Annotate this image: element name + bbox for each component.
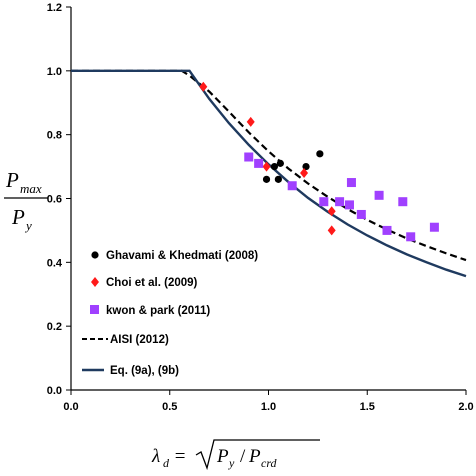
y-tick-label: 1.0 — [47, 66, 62, 78]
legend-label-eq: Eq. (9a), (9b) — [110, 365, 179, 377]
data-points — [199, 81, 439, 242]
kwon-point — [346, 178, 356, 188]
legend-label-aisi: AISI (2012) — [110, 334, 169, 346]
legend-item-eq: Eq. (9a), (9b) — [82, 365, 179, 377]
y-label-den-sub: y — [24, 218, 32, 233]
x-tick-label: 0.5 — [162, 401, 177, 413]
kwon-point — [398, 197, 408, 207]
x-tick-label: 1.5 — [360, 401, 375, 413]
kwon-point — [244, 152, 254, 162]
x-label-den-sub: crd — [261, 456, 278, 470]
y-tick-label: 0.8 — [47, 130, 62, 142]
legend-label-choi: Choi et al. (2009) — [106, 277, 198, 289]
legend: Ghavami & Khedmati (2008) Choi et al. (2… — [82, 250, 258, 377]
kwon-point — [287, 181, 297, 191]
ghavami-point — [274, 175, 282, 183]
x-label-num-sub: y — [228, 456, 235, 470]
x-label-lhs: λ — [151, 446, 160, 467]
choi-point — [300, 167, 309, 178]
y-axis-label: P max P y — [4, 168, 48, 233]
kwon-point — [429, 222, 439, 232]
legend-item-ghavami: Ghavami & Khedmati (2008) — [91, 250, 258, 262]
legend-label-kwon: kwon & park (2011) — [106, 305, 210, 317]
curves — [71, 69, 467, 278]
kwon-point — [254, 158, 264, 168]
eq-curve — [71, 69, 467, 278]
x-label-num: P — [216, 446, 229, 467]
x-label-sqrt-sign — [195, 439, 320, 471]
y-label-main: P — [5, 168, 19, 192]
x-label-equals: = — [170, 446, 190, 467]
kwon-point — [319, 197, 329, 207]
tick-labels: 0.0 0.5 1.0 1.5 2.0 0.0 0.2 0.4 0.6 0.8 1.0 1.2 — [47, 2, 474, 413]
x-label-den: P — [248, 446, 261, 467]
choi-point — [327, 225, 336, 236]
y-tick-label: 0.6 — [47, 194, 62, 206]
y-tick-label: 1.2 — [47, 2, 62, 14]
y-label-den: P — [11, 205, 25, 229]
y-tick-label: 0.2 — [47, 321, 62, 333]
legend-label-ghavami: Ghavami & Khedmati (2008) — [106, 250, 258, 262]
ghavami-point — [316, 150, 324, 158]
x-tick-label: 1.0 — [261, 401, 276, 413]
kwon-point — [344, 200, 354, 210]
kwon-point — [406, 232, 416, 242]
kwon-point — [335, 197, 345, 207]
ghavami-point — [270, 162, 279, 171]
choi-point — [246, 116, 255, 127]
ghavami-point — [262, 175, 271, 183]
legend-item-kwon: kwon & park (2011) — [90, 305, 210, 317]
x-tick-label: 0.0 — [63, 401, 78, 413]
legend-item-aisi: AISI (2012) — [82, 334, 169, 346]
legend-item-choi: Choi et al. (2009) — [91, 277, 198, 289]
y-label-main-sub: max — [20, 181, 42, 196]
legend-marker-ghavami — [91, 251, 99, 259]
kwon-point — [374, 190, 384, 200]
choi-point — [199, 81, 208, 92]
choi-point — [262, 161, 271, 172]
x-axis-label: λ d = P y / P crd — [151, 439, 320, 471]
legend-marker-choi — [91, 277, 99, 287]
choi-point — [327, 206, 336, 217]
kwon-point — [382, 225, 392, 235]
x-label-lhs-sub: d — [163, 456, 170, 470]
ghavami-point — [276, 159, 284, 167]
y-tick-label: 0.4 — [47, 257, 63, 269]
kwon-point — [356, 209, 366, 219]
x-tick-label: 2.0 — [458, 401, 473, 413]
y-tick-label: 0.0 — [47, 385, 62, 397]
x-label-slash: / — [240, 446, 246, 467]
legend-marker-kwon — [90, 305, 99, 314]
